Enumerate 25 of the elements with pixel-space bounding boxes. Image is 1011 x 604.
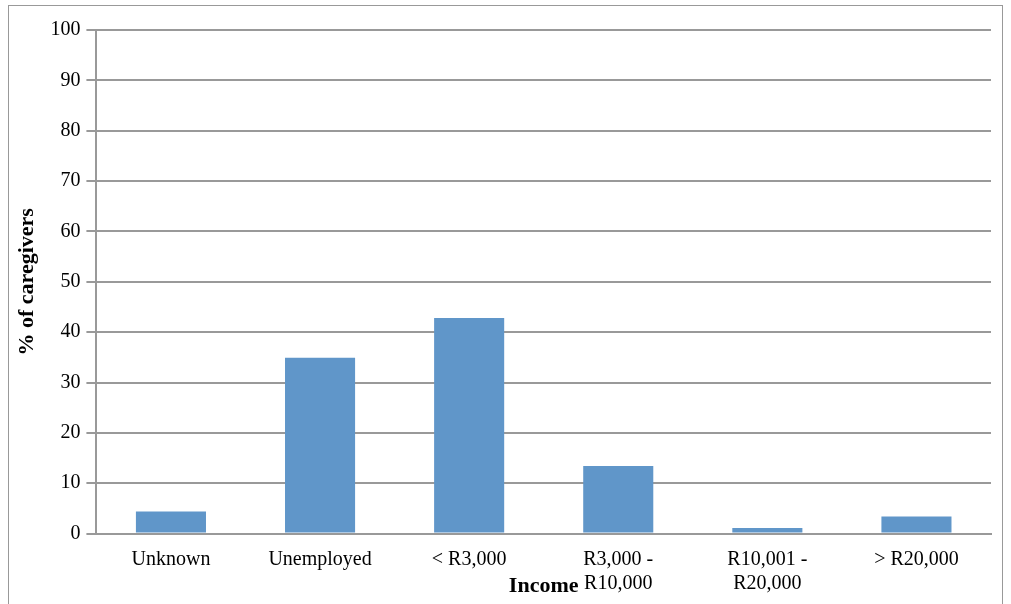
x-tick-label: Unknown — [131, 546, 211, 569]
y-tick-label: 10 — [60, 470, 81, 493]
x-tick-label: < R3,000 — [431, 546, 507, 569]
bar — [732, 528, 803, 533]
x-tick-label: R10,001 - R20,000 — [727, 546, 808, 593]
y-tick-label: 0 — [70, 520, 81, 543]
bar — [434, 318, 505, 533]
bar — [881, 516, 952, 533]
y-tick-label: 90 — [60, 67, 81, 90]
y-tick-label: 50 — [60, 269, 81, 292]
y-axis-title: % of caregivers — [12, 207, 38, 356]
y-tick-label: 30 — [60, 369, 81, 392]
x-tick-label: Unemployed — [268, 546, 372, 570]
bar — [583, 466, 654, 533]
bar — [285, 357, 356, 533]
y-tick-label: 20 — [60, 420, 81, 443]
y-tick-label: 40 — [60, 319, 81, 342]
x-axis-title: Income — [508, 572, 579, 598]
y-tick-label: 100 — [50, 17, 81, 40]
y-tick-label: 60 — [60, 218, 81, 241]
x-tick-label: > R20,000 — [874, 546, 959, 569]
bar — [135, 511, 206, 533]
x-tick-label: R3,000 - R10,000 — [583, 546, 654, 593]
y-tick-label: 70 — [60, 168, 81, 191]
y-tick-label: 80 — [60, 117, 81, 140]
